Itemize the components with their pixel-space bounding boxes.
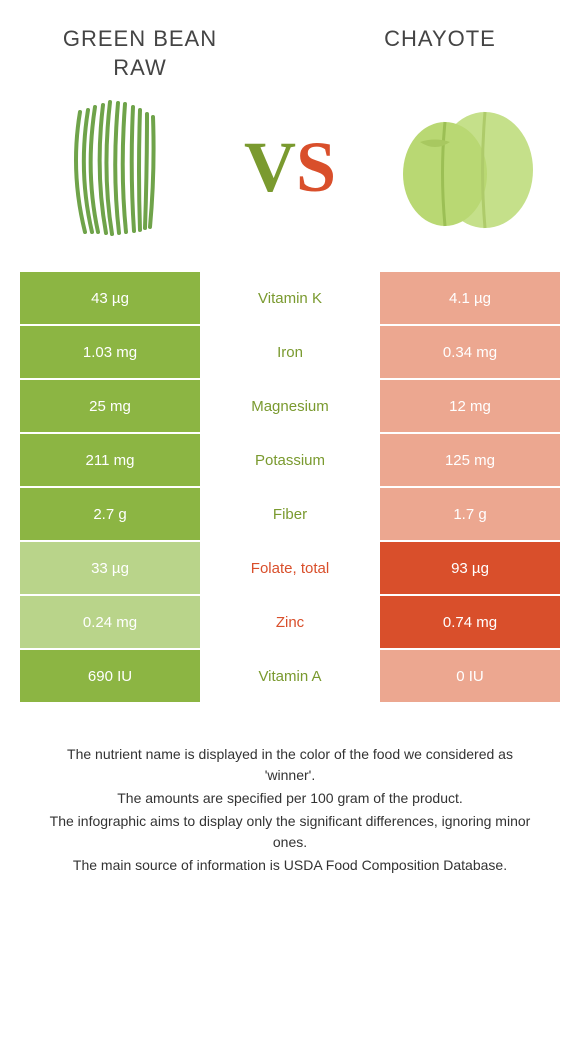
table-row: 43 µgVitamin K4.1 µg	[20, 272, 560, 326]
right-value: 12 mg	[380, 380, 560, 434]
left-value: 43 µg	[20, 272, 200, 326]
nutrient-name: Fiber	[200, 488, 380, 542]
right-food-title: Chayote	[350, 25, 530, 82]
chayote-icon	[390, 92, 540, 242]
vs-s: S	[296, 127, 336, 207]
table-row: 25 mgMagnesium12 mg	[20, 380, 560, 434]
right-value: 125 mg	[380, 434, 560, 488]
left-value: 211 mg	[20, 434, 200, 488]
footnote-3: The infographic aims to display only the…	[40, 811, 540, 853]
footnote-4: The main source of information is USDA F…	[40, 855, 540, 876]
nutrient-name: Folate, total	[200, 542, 380, 596]
table-row: 211 mgPotassium125 mg	[20, 434, 560, 488]
left-value: 0.24 mg	[20, 596, 200, 650]
right-value: 93 µg	[380, 542, 560, 596]
right-value: 4.1 µg	[380, 272, 560, 326]
footnote-1: The nutrient name is displayed in the co…	[40, 744, 540, 786]
header: Green bean raw Chayote	[0, 10, 580, 92]
vs-row: VS	[0, 92, 580, 272]
table-row: 690 IUVitamin A0 IU	[20, 650, 560, 704]
nutrient-name: Zinc	[200, 596, 380, 650]
nutrient-name: Vitamin K	[200, 272, 380, 326]
table-row: 0.24 mgZinc0.74 mg	[20, 596, 560, 650]
right-value: 0.74 mg	[380, 596, 560, 650]
left-value: 1.03 mg	[20, 326, 200, 380]
right-value: 0 IU	[380, 650, 560, 704]
left-value: 690 IU	[20, 650, 200, 704]
left-value: 25 mg	[20, 380, 200, 434]
right-value: 1.7 g	[380, 488, 560, 542]
table-row: 2.7 gFiber1.7 g	[20, 488, 560, 542]
left-value: 33 µg	[20, 542, 200, 596]
table-row: 33 µgFolate, total93 µg	[20, 542, 560, 596]
footnote-2: The amounts are specified per 100 gram o…	[40, 788, 540, 809]
nutrient-name: Potassium	[200, 434, 380, 488]
nutrient-table: 43 µgVitamin K4.1 µg1.03 mgIron0.34 mg25…	[20, 272, 560, 704]
footnotes: The nutrient name is displayed in the co…	[40, 744, 540, 876]
table-row: 1.03 mgIron0.34 mg	[20, 326, 560, 380]
green-bean-icon	[40, 92, 190, 242]
nutrient-name: Iron	[200, 326, 380, 380]
left-value: 2.7 g	[20, 488, 200, 542]
vs-v: V	[244, 127, 296, 207]
vs-label: VS	[244, 126, 336, 209]
left-food-title: Green bean raw	[50, 25, 230, 82]
right-value: 0.34 mg	[380, 326, 560, 380]
nutrient-name: Magnesium	[200, 380, 380, 434]
nutrient-name: Vitamin A	[200, 650, 380, 704]
